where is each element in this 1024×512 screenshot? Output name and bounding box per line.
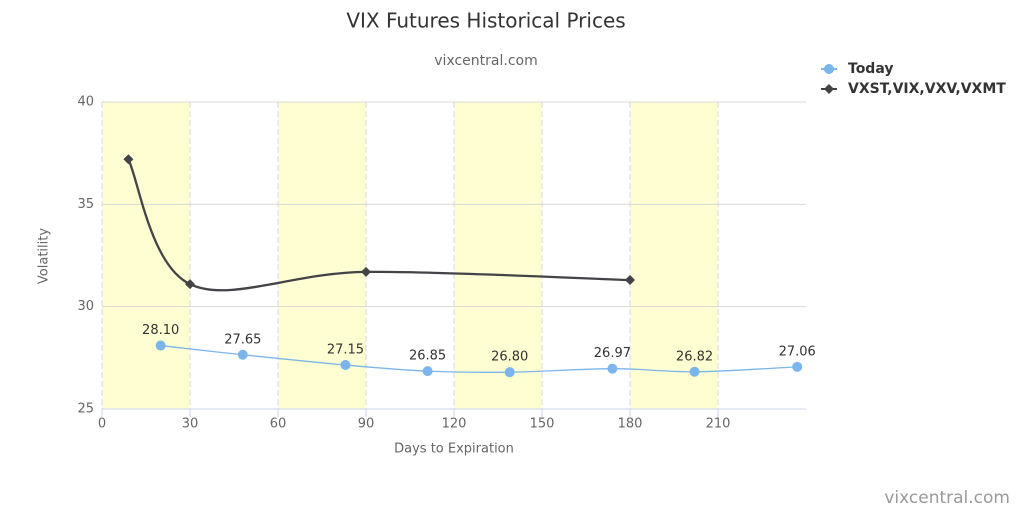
- point: [689, 366, 700, 377]
- credits: vixcentral.com: [884, 488, 1010, 508]
- x-tick-label: 210: [706, 417, 731, 432]
- point: [792, 361, 803, 372]
- x-tick-label: 60: [270, 417, 287, 432]
- point: [340, 359, 351, 370]
- band: [102, 102, 190, 409]
- point: [123, 154, 134, 165]
- point: [361, 266, 371, 277]
- band: [278, 102, 366, 409]
- point: [504, 367, 515, 378]
- value-label: 26.82: [676, 349, 713, 364]
- x-axis-label: Days to Expiration: [394, 442, 514, 457]
- chart-title: VIX Futures Historical Prices: [346, 9, 625, 33]
- point: [155, 340, 166, 351]
- point: [185, 279, 195, 290]
- value-label: 27.15: [327, 342, 364, 357]
- x-tick-label: 150: [530, 417, 555, 432]
- value-label: 28.10: [142, 323, 179, 338]
- legend-label: Today: [848, 61, 893, 77]
- legend-marker: [824, 64, 834, 74]
- point: [625, 275, 635, 286]
- y-axis-label: Volatility: [37, 228, 52, 284]
- x-tick-label: 120: [442, 417, 467, 432]
- band: [630, 102, 718, 409]
- band: [454, 102, 542, 409]
- x-tick-label: 180: [618, 417, 643, 432]
- legend-label: VXST,VIX,VXV,VXMT: [848, 81, 1006, 97]
- point: [237, 349, 248, 360]
- point: [422, 366, 433, 377]
- value-label: 26.85: [409, 349, 446, 364]
- point: [607, 363, 618, 374]
- x-tick-label: 90: [358, 417, 375, 432]
- value-label: 27.06: [779, 344, 816, 359]
- legend-marker: [824, 84, 834, 94]
- y-tick-label: 35: [77, 197, 94, 212]
- chart-subtitle: vixcentral.com: [434, 53, 537, 69]
- y-tick-label: 40: [77, 95, 94, 110]
- value-label: 27.65: [224, 332, 261, 347]
- value-label: 26.97: [594, 346, 631, 361]
- y-tick-label: 25: [77, 402, 94, 417]
- series-line: [127, 158, 631, 292]
- y-tick-label: 30: [77, 299, 94, 314]
- x-tick-label: 30: [182, 417, 199, 432]
- value-label: 26.80: [491, 350, 528, 365]
- x-tick-label: 0: [98, 417, 106, 432]
